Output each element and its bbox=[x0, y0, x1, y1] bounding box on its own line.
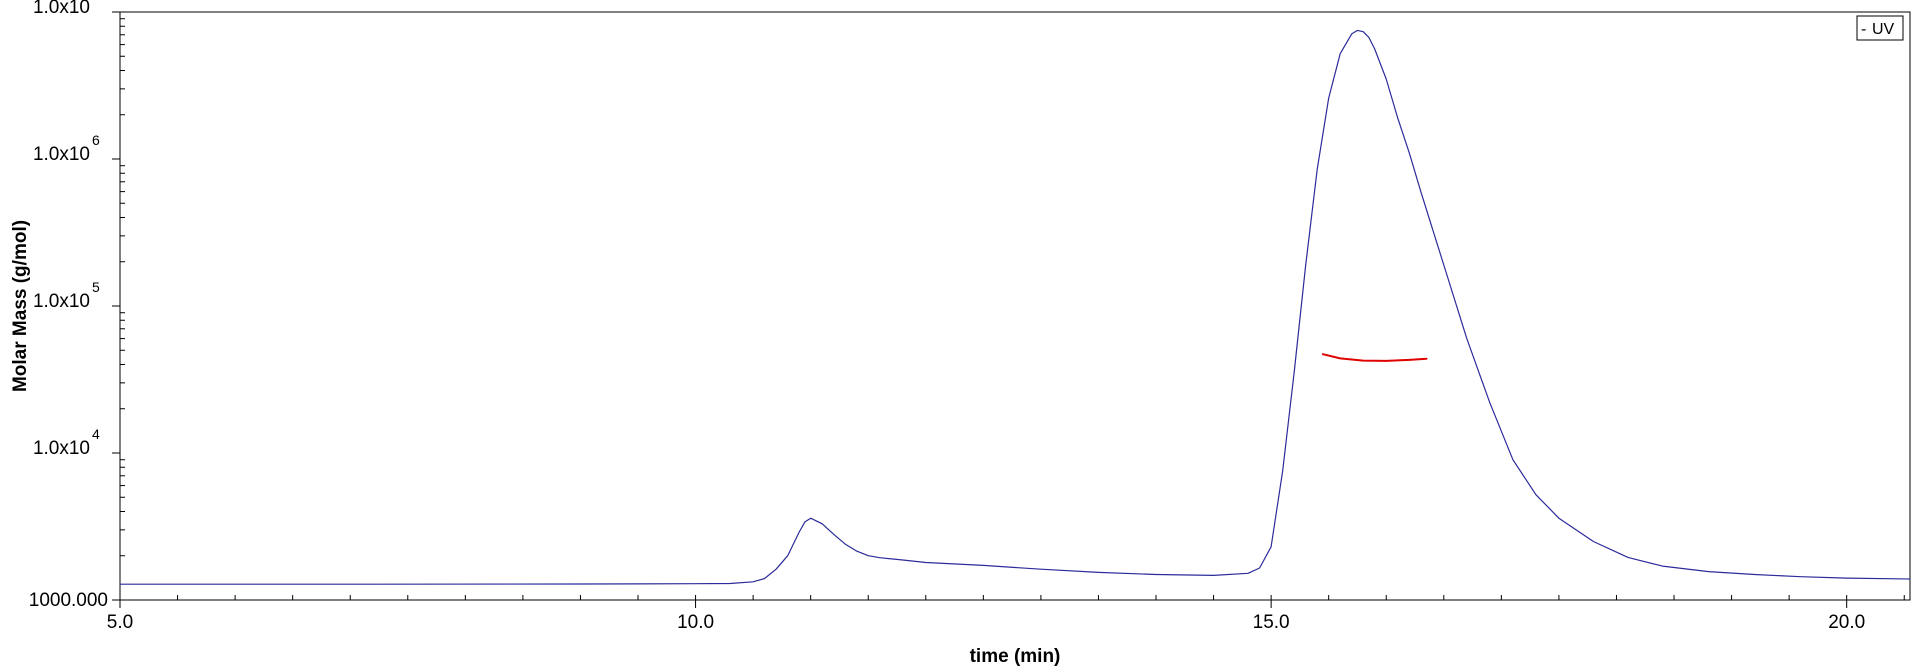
y-tick-exponent: 4 bbox=[92, 426, 100, 442]
series-layer bbox=[119, 29, 1911, 585]
plot-frame bbox=[119, 11, 1911, 601]
y-tick-label: 1.0x10 bbox=[33, 144, 90, 165]
y-tick-label: 1.0x10 bbox=[33, 0, 90, 18]
x-tick-label: 10.0 bbox=[677, 612, 714, 633]
y-tick-exponent: 5 bbox=[92, 279, 100, 295]
x-tick-label: 5.0 bbox=[107, 612, 133, 633]
legend-marker: - bbox=[1861, 21, 1866, 38]
x-tick-label: 20.0 bbox=[1828, 612, 1865, 633]
y-tick-label: 1.0x10 bbox=[33, 438, 90, 459]
minor-ticks bbox=[120, 18, 1905, 600]
x-axis: 5.0 10.0 15.0 20.0 bbox=[107, 600, 1865, 633]
y-tick-label: 1.0x10 bbox=[33, 291, 90, 312]
y-tick-label: 1000.000 bbox=[29, 590, 108, 611]
legend: - UV bbox=[1856, 15, 1904, 41]
molar-mass-trace-line bbox=[1321, 353, 1428, 362]
legend-box bbox=[1856, 15, 1904, 41]
legend-entry-uv: UV bbox=[1872, 21, 1895, 38]
x-tick-label: 15.0 bbox=[1253, 612, 1290, 633]
y-axis-title: Molar Mass (g/mol) bbox=[10, 220, 31, 392]
uv-trace-line bbox=[119, 29, 1911, 585]
y-tick-exponent: 7 bbox=[92, 0, 100, 1]
y-tick-exponent: 6 bbox=[92, 132, 100, 148]
plot-area bbox=[119, 11, 1911, 601]
x-axis-title: time (min) bbox=[970, 646, 1061, 667]
